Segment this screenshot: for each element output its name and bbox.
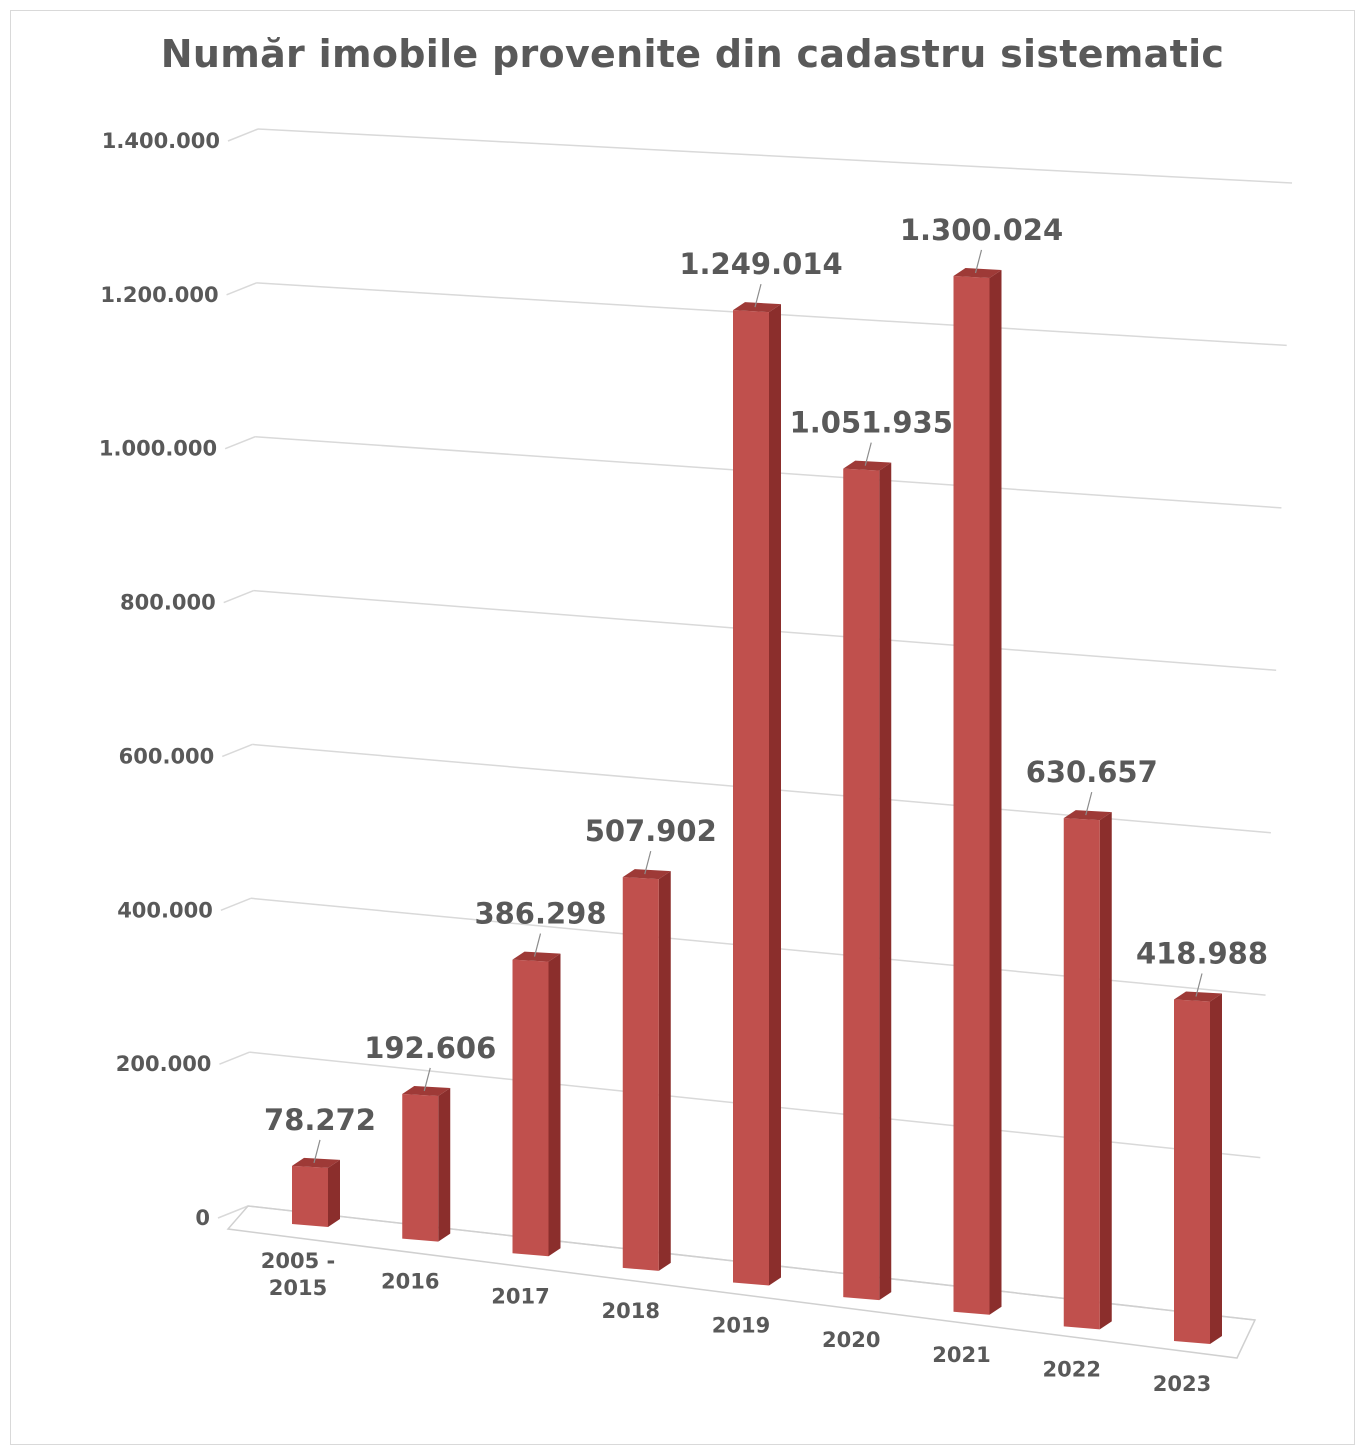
bar-side	[1210, 993, 1222, 1344]
bar-top	[953, 267, 1002, 278]
y-tick-label: 200.000	[116, 1052, 212, 1076]
data-label: 78.272	[264, 1103, 376, 1137]
x-tick-label: 2022	[1043, 1357, 1101, 1381]
data-label-leader	[644, 850, 652, 875]
data-label: 507.902	[585, 814, 717, 848]
data-label: 418.988	[1136, 937, 1268, 971]
bar-top	[292, 1157, 340, 1168]
data-label: 1.300.024	[900, 213, 1063, 247]
data-label: 1.051.935	[790, 406, 953, 440]
data-label-leader	[1195, 973, 1203, 997]
gridline-cap	[223, 589, 254, 604]
x-tick-label: 2015	[269, 1276, 327, 1300]
data-label-leader	[313, 1139, 321, 1164]
bar-side	[879, 462, 892, 1301]
x-tick-label: 2016	[381, 1270, 439, 1294]
x-tick-label: 2017	[491, 1284, 549, 1308]
x-tick-label: 2020	[822, 1328, 880, 1352]
y-tick-label: 0	[195, 1206, 210, 1230]
bar	[1063, 818, 1100, 1330]
y-tick-label: 1.000.000	[99, 437, 217, 461]
x-tick-label: 2019	[712, 1314, 770, 1338]
bar	[622, 877, 659, 1271]
data-labels: 78.272 192.606 386.298 507.902 1.249.014 1.05…	[264, 213, 1268, 1164]
bar-top	[733, 302, 781, 313]
gridline-cap	[219, 1051, 250, 1065]
bar	[512, 959, 549, 1257]
gridline-cap	[226, 282, 257, 296]
data-label-leader	[423, 1067, 431, 1092]
bar-side	[658, 871, 671, 1271]
bar-side	[989, 269, 1002, 1315]
data-label-leader	[864, 442, 872, 466]
data-label-leader	[1085, 791, 1093, 816]
x-tick-label: 2023	[1153, 1372, 1211, 1396]
chart-title: Număr imobile provenite din cadastru sis…	[160, 32, 1225, 76]
bar-top	[512, 951, 561, 962]
y-tick-label: 400.000	[117, 898, 213, 922]
data-label: 386.298	[474, 897, 606, 931]
bar-top	[1174, 991, 1222, 1002]
bar	[953, 275, 990, 1315]
bar	[843, 468, 880, 1301]
bar	[292, 1165, 328, 1227]
bar-side	[328, 1159, 340, 1227]
bar-top	[843, 460, 892, 471]
y-tick-label: 600.000	[119, 744, 215, 768]
x-axis-tick-labels: 2005 - 2015 2016 2017 2018 2019 2020 2021 2022 20…	[261, 1249, 1211, 1396]
data-label: 192.606	[364, 1031, 496, 1065]
x-tick-label: 2018	[602, 1299, 660, 1323]
bar-side	[769, 304, 781, 1286]
bar-top	[402, 1085, 451, 1096]
gridline	[257, 128, 1293, 184]
gridline-cap	[227, 128, 259, 142]
chart-frame	[10, 10, 1355, 1445]
chart-floor	[226, 1205, 1257, 1359]
bar-side	[1099, 812, 1112, 1330]
data-label-leader	[533, 933, 542, 957]
y-axis-tick-labels: 0 200.000 400.000 600.000 800.000 1.000.000 1.…	[99, 129, 220, 1230]
bar	[402, 1093, 439, 1242]
x-tick-label: 2005 -	[261, 1249, 335, 1273]
bar-top	[622, 869, 671, 880]
bar-side	[438, 1087, 451, 1242]
data-label: 630.657	[1026, 755, 1158, 789]
data-label-leader	[974, 249, 983, 274]
bar-top	[1063, 810, 1112, 821]
y-tick-label: 1.400.000	[102, 129, 220, 153]
x-tick-label: 2021	[932, 1343, 990, 1367]
floor-outline	[226, 1205, 1257, 1359]
bar-side	[548, 953, 561, 1257]
data-label-leader	[754, 283, 762, 308]
y-tick-label: 800.000	[120, 591, 216, 615]
gridline-cap	[217, 1205, 249, 1219]
gridline-cap	[224, 436, 256, 450]
y-tick-label: 1.200.000	[100, 283, 218, 307]
bars	[292, 267, 1222, 1344]
gridline-cap	[220, 897, 252, 911]
data-label: 1.249.014	[679, 247, 842, 281]
bar	[1174, 999, 1210, 1344]
bar	[733, 310, 769, 1286]
gridline-cap	[222, 743, 253, 758]
